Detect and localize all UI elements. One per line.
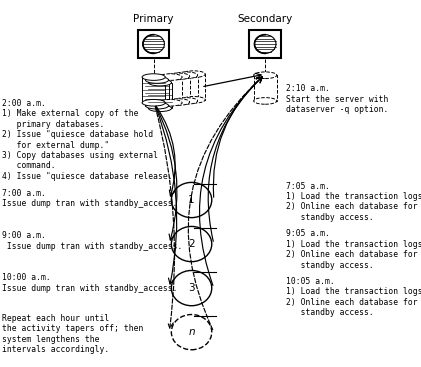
Circle shape <box>171 270 212 306</box>
Bar <box>250 30 281 58</box>
Ellipse shape <box>174 98 198 104</box>
Text: 10:00 a.m.
Issue dump tran with standby_access.: 10:00 a.m. Issue dump tran with standby_… <box>2 273 178 293</box>
Circle shape <box>171 182 212 218</box>
Bar <box>159 77 182 103</box>
Circle shape <box>143 35 164 54</box>
Ellipse shape <box>166 73 190 80</box>
Ellipse shape <box>254 98 277 104</box>
Bar <box>138 30 170 58</box>
Ellipse shape <box>182 71 205 77</box>
Ellipse shape <box>159 99 182 106</box>
Ellipse shape <box>174 72 198 79</box>
Bar <box>146 80 168 106</box>
Ellipse shape <box>146 77 168 83</box>
Bar <box>166 76 189 102</box>
Bar <box>149 83 172 108</box>
Ellipse shape <box>142 74 165 80</box>
Circle shape <box>171 315 212 350</box>
Text: 1: 1 <box>188 195 195 205</box>
Bar <box>253 75 277 101</box>
Text: 7:00 a.m.
Issue dump tran with standby_access.: 7:00 a.m. Issue dump tran with standby_a… <box>2 189 178 208</box>
Bar <box>142 77 165 103</box>
Text: n: n <box>188 327 195 337</box>
Text: 2: 2 <box>188 239 195 249</box>
Ellipse shape <box>182 97 205 103</box>
Ellipse shape <box>166 99 190 105</box>
Circle shape <box>254 35 276 54</box>
Bar <box>174 75 198 101</box>
Text: 10:05 a.m.
1) Load the transaction logs.
2) Online each database for
   standby : 10:05 a.m. 1) Load the transaction logs.… <box>286 277 421 317</box>
Text: Primary: Primary <box>133 14 174 24</box>
Circle shape <box>171 226 212 262</box>
Ellipse shape <box>254 72 277 79</box>
Text: Secondary: Secondary <box>237 14 293 24</box>
Text: 2:00 a.m.
1) Make external copy of the
   primary databases.
2) Issue "quiesce d: 2:00 a.m. 1) Make external copy of the p… <box>2 99 178 181</box>
Text: 9:05 a.m.
1) Load the transaction logs.
2) Online each database for
   standby a: 9:05 a.m. 1) Load the transaction logs. … <box>286 229 421 270</box>
Ellipse shape <box>159 74 182 80</box>
Ellipse shape <box>142 99 165 106</box>
Ellipse shape <box>146 102 168 109</box>
Bar <box>182 74 205 100</box>
Ellipse shape <box>148 105 172 112</box>
Ellipse shape <box>148 79 172 86</box>
Text: Repeat each hour until
the activity tapers off; then
system lengthens the
interv: Repeat each hour until the activity tape… <box>2 314 144 354</box>
Text: 9:00 a.m.
 Issue dump tran with standby_access.: 9:00 a.m. Issue dump tran with standby_a… <box>2 231 182 251</box>
Text: 2:10 a.m.
Start the server with
dataserver -q option.: 2:10 a.m. Start the server with dataserv… <box>286 84 389 114</box>
Text: 7:05 a.m.
1) Load the transaction logs.
2) Online each database for
   standby a: 7:05 a.m. 1) Load the transaction logs. … <box>286 182 421 222</box>
Text: 3: 3 <box>188 283 195 293</box>
